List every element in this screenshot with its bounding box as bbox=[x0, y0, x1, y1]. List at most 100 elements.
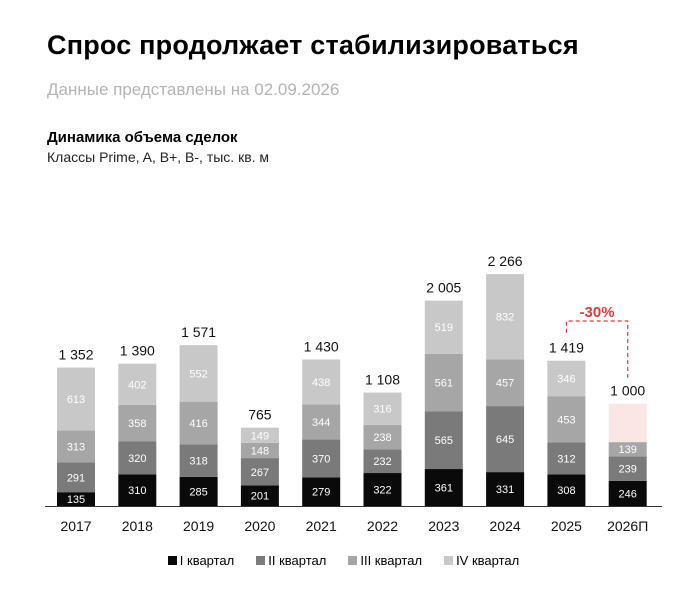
bar-segment-label: 331 bbox=[496, 484, 514, 496]
bar-segment-label: 645 bbox=[496, 434, 514, 446]
bar-segment-label: 320 bbox=[128, 453, 146, 465]
x-tick-label: 2019 bbox=[183, 518, 214, 534]
legend-item: I квартал bbox=[167, 553, 234, 568]
bar-segment-label: 239 bbox=[619, 464, 637, 476]
legend-swatch bbox=[256, 556, 266, 565]
bar-total-label: 2 266 bbox=[488, 253, 523, 269]
x-tick-label: 2017 bbox=[60, 518, 91, 534]
x-tick-label: 2024 bbox=[490, 518, 521, 534]
bar-segment-label: 279 bbox=[312, 487, 330, 499]
bar-segment bbox=[608, 480, 647, 506]
bar-segment-label: 370 bbox=[312, 453, 330, 465]
chart-legend: I квартал II квартал III квартал IV квартал bbox=[0, 553, 687, 568]
bar-total-label: 765 bbox=[248, 407, 272, 423]
bar-segment bbox=[57, 492, 95, 506]
bar-segment-label: 308 bbox=[557, 485, 575, 497]
bar-segment bbox=[608, 442, 647, 457]
legend-swatch bbox=[348, 556, 358, 565]
x-tick-label: 2022 bbox=[367, 518, 398, 534]
legend-label: IV квартал bbox=[456, 553, 520, 568]
bar-segment-label: 561 bbox=[435, 377, 453, 389]
bar-segment bbox=[118, 441, 157, 475]
bar-segment-label: 318 bbox=[189, 456, 207, 468]
bar-segment bbox=[179, 401, 218, 445]
bar-segment bbox=[547, 360, 586, 397]
legend-swatch bbox=[444, 556, 454, 565]
bar-segment bbox=[118, 404, 157, 442]
x-tick-label: 2025 bbox=[551, 518, 582, 534]
bar-segment-label: 358 bbox=[128, 418, 146, 430]
bar-segment bbox=[302, 359, 341, 405]
x-tick-label: 2023 bbox=[428, 518, 459, 534]
bar-segment-label: 135 bbox=[67, 494, 85, 506]
x-tick-label: 2018 bbox=[122, 518, 153, 534]
bar-total-label: 1 352 bbox=[58, 347, 93, 363]
bar-total-label: 2 005 bbox=[426, 280, 461, 296]
bar-segment bbox=[179, 444, 218, 477]
bar-segment bbox=[608, 456, 647, 481]
bar-segment-label: 139 bbox=[619, 444, 637, 456]
x-tick-label: 2020 bbox=[244, 518, 275, 534]
bar-segment bbox=[179, 476, 218, 506]
bar-segment-label: 457 bbox=[496, 378, 514, 390]
bar-segment-label: 344 bbox=[312, 417, 330, 429]
legend-item: IV квартал bbox=[444, 553, 519, 568]
bar-segment-label: 310 bbox=[128, 485, 146, 497]
forecast-remainder bbox=[608, 403, 647, 443]
bar-segment bbox=[486, 406, 525, 473]
bar-segment-label: 552 bbox=[189, 368, 207, 380]
bar-segment bbox=[424, 411, 463, 470]
bar-segment-label: 453 bbox=[557, 414, 575, 426]
bar-segment bbox=[302, 439, 341, 478]
bar-segment bbox=[424, 353, 463, 412]
legend-item: III квартал bbox=[348, 553, 422, 568]
legend-label: II квартал bbox=[268, 553, 327, 568]
bar-segment bbox=[57, 367, 95, 431]
bar-segment-label: 232 bbox=[373, 456, 391, 468]
bar-segment bbox=[547, 442, 586, 475]
bar-segment-label: 438 bbox=[312, 377, 330, 389]
page-title: Спрос продолжает стабилизироваться bbox=[47, 30, 579, 60]
bar-total-label: 1 430 bbox=[304, 339, 339, 355]
bar-segment bbox=[486, 359, 525, 407]
bar-segment bbox=[302, 477, 341, 506]
bar-segment-label: 201 bbox=[251, 491, 269, 503]
bar-segment-label: 322 bbox=[373, 485, 391, 497]
bar-segment-label: 291 bbox=[67, 472, 85, 484]
change-annotation-label: -30% bbox=[580, 304, 615, 321]
bar-segment bbox=[363, 424, 402, 450]
bar-segment-label: 313 bbox=[67, 441, 85, 453]
bar-segment bbox=[57, 462, 95, 493]
bar-segment-label: 267 bbox=[251, 467, 269, 479]
bar-segment-label: 361 bbox=[435, 483, 453, 495]
bar-segment bbox=[240, 427, 279, 443]
bar-segment bbox=[57, 430, 95, 463]
x-tick-label: 2026П bbox=[607, 518, 648, 534]
bar-total-label: 1 000 bbox=[610, 383, 645, 399]
bar-segment bbox=[486, 274, 525, 360]
bar-segment bbox=[240, 485, 279, 506]
chart-subtitle: Классы Prime, A, B+, B-, тыс. кв. м bbox=[47, 149, 270, 165]
bar-segment bbox=[118, 474, 157, 506]
bar-segment-label: 346 bbox=[557, 373, 575, 385]
bar-segment-label: 148 bbox=[251, 446, 269, 458]
bar-segment-label: 285 bbox=[189, 486, 207, 498]
bar-segment-label: 312 bbox=[557, 453, 575, 465]
bar-total-label: 1 571 bbox=[181, 324, 216, 340]
bar-segment bbox=[240, 458, 279, 486]
bar-segment bbox=[240, 442, 279, 459]
bar-segment bbox=[363, 392, 402, 425]
bar-segment bbox=[424, 469, 463, 506]
bar-segment bbox=[547, 396, 586, 443]
legend-label: III квартал bbox=[360, 553, 423, 568]
bar-total-label: 1 108 bbox=[365, 372, 400, 388]
bar-segment bbox=[118, 363, 157, 405]
bar-segment-label: 316 bbox=[373, 404, 391, 416]
change-connector bbox=[565, 320, 629, 378]
bar-segment bbox=[363, 473, 402, 506]
bar-segment-label: 238 bbox=[373, 432, 391, 444]
bar-segment bbox=[179, 345, 218, 402]
bar-segment bbox=[302, 404, 341, 440]
bar-segment bbox=[547, 474, 586, 506]
